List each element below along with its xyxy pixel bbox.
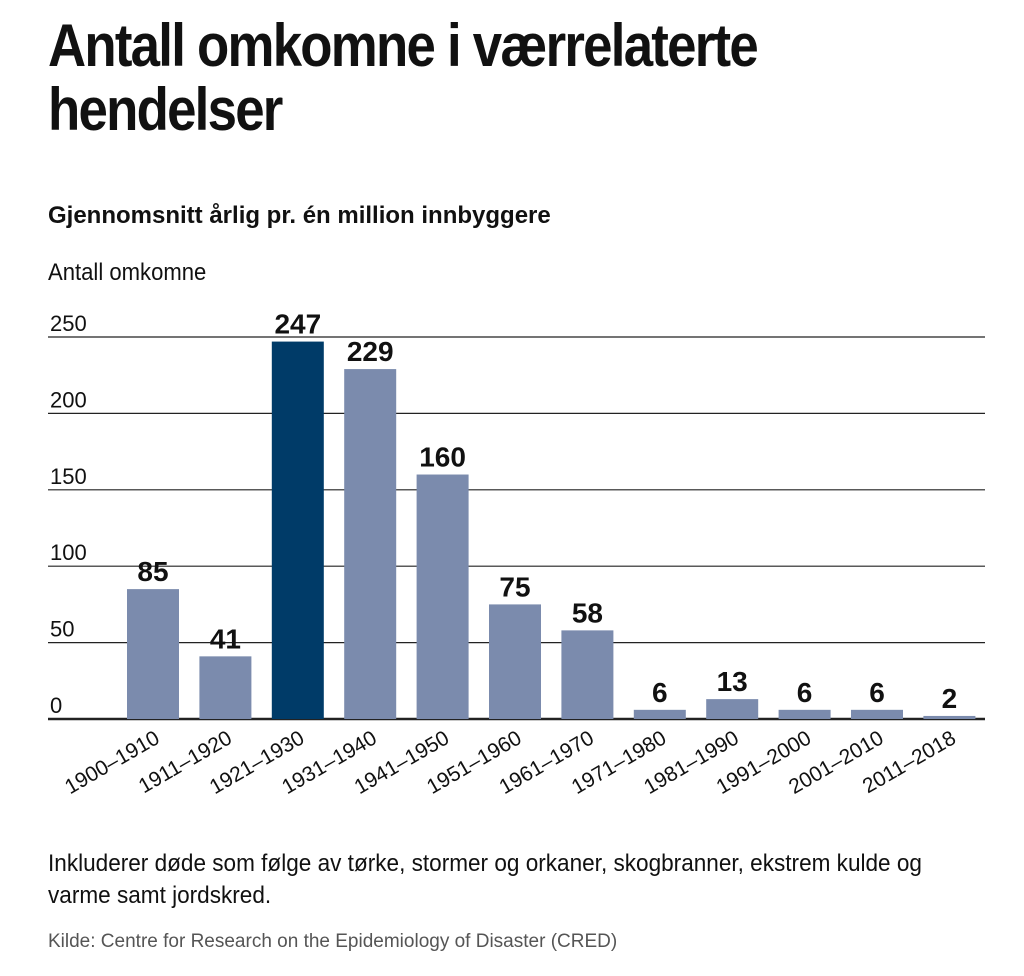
data-label: 13 <box>717 666 748 697</box>
data-label: 6 <box>869 677 885 708</box>
bar <box>633 709 686 719</box>
bar <box>271 341 324 719</box>
data-label: 58 <box>572 597 603 628</box>
data-label: 75 <box>499 571 530 602</box>
x-axis-ticks: 1900–19101911–19201921–19301931–19401941… <box>61 726 960 798</box>
data-label: 6 <box>797 677 813 708</box>
chart-title: Antall omkomne i værrelaterte hendelser <box>48 12 759 143</box>
y-tick-label: 200 <box>50 387 87 412</box>
data-label: 41 <box>210 623 241 654</box>
data-label: 160 <box>419 442 466 473</box>
data-labels: 85 41 247 229 160 75 58 6 13 6 6 2 <box>137 309 957 714</box>
bar <box>344 369 397 719</box>
data-label: 247 <box>274 309 321 340</box>
bars <box>127 341 976 719</box>
bar <box>923 715 976 719</box>
y-tick-label: 0 <box>50 693 62 718</box>
bar <box>561 630 614 719</box>
bar <box>851 709 903 719</box>
chart-note: Inkluderer døde som følge av tørke, stor… <box>48 850 922 909</box>
chart-source: Kilde: Centre for Research on the Epidem… <box>48 931 618 952</box>
chart-subtitle: Gjennomsnitt årlig pr. én million innbyg… <box>48 202 551 229</box>
y-tick-label: 250 <box>50 311 87 336</box>
bar <box>489 604 541 719</box>
y-tick-label: 50 <box>50 617 74 642</box>
bar <box>706 699 759 719</box>
bar <box>416 474 469 719</box>
data-label: 2 <box>942 683 958 714</box>
data-label: 229 <box>347 336 394 367</box>
data-label: 6 <box>652 677 668 708</box>
bar <box>778 709 831 719</box>
y-tick-label: 100 <box>50 540 87 565</box>
y-tick-label: 150 <box>50 464 87 489</box>
data-label: 85 <box>137 556 168 587</box>
bar <box>127 589 179 719</box>
y-axis-label: Antall omkomne <box>48 259 207 286</box>
bar <box>199 656 252 719</box>
